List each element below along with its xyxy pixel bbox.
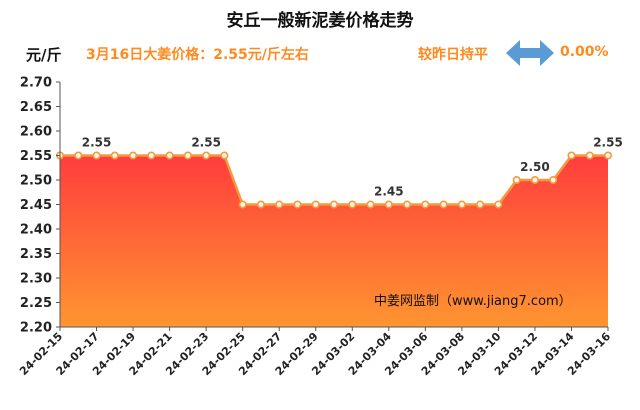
data-point	[457, 200, 466, 209]
data-point	[366, 200, 375, 209]
data-point	[476, 200, 485, 209]
data-point	[494, 200, 503, 209]
data-label: 2.50	[520, 160, 550, 174]
data-point	[275, 200, 284, 209]
chart-title: 安丘一般新泥姜价格走势	[226, 11, 414, 31]
data-point	[329, 200, 338, 209]
data-point	[403, 200, 412, 209]
data-label: 2.55	[191, 136, 221, 150]
data-point	[439, 200, 448, 209]
y-tick-label: 2.70	[20, 76, 52, 91]
price-note: 3月16日大姜价格：2.55元/斤左右	[86, 47, 309, 63]
y-tick-label: 2.30	[20, 272, 52, 287]
y-tick-label: 2.50	[20, 174, 52, 189]
data-point	[603, 151, 612, 160]
data-point	[110, 151, 119, 160]
compare-label: 较昨日持平	[418, 47, 488, 63]
change-percent: 0.00%	[560, 44, 609, 60]
data-point	[348, 200, 357, 209]
y-tick-label: 2.20	[20, 321, 52, 336]
data-point	[220, 151, 229, 160]
data-label: 2.55	[82, 136, 112, 150]
data-point	[512, 176, 521, 185]
data-point	[256, 200, 265, 209]
left-right-arrow-icon	[506, 40, 554, 66]
data-point	[567, 151, 576, 160]
price-area	[60, 155, 608, 327]
y-tick-label: 2.60	[20, 125, 52, 140]
watermark: 中姜网监制（www.jiang7.com）	[374, 294, 572, 309]
data-point	[384, 200, 393, 209]
data-point	[421, 200, 430, 209]
data-point	[238, 200, 247, 209]
data-point	[74, 151, 83, 160]
unit-label: 元/斤	[26, 46, 62, 64]
data-point	[147, 151, 156, 160]
data-point	[530, 176, 539, 185]
y-tick-label: 2.25	[20, 296, 52, 311]
data-point	[202, 151, 211, 160]
data-point	[585, 151, 594, 160]
data-point	[183, 151, 192, 160]
data-label: 2.45	[374, 185, 404, 199]
data-point	[92, 151, 101, 160]
data-point	[129, 151, 138, 160]
y-tick-label: 2.45	[20, 198, 52, 213]
data-label: 2.55	[593, 136, 623, 150]
y-tick-label: 2.55	[20, 149, 52, 164]
y-tick-label: 2.35	[20, 247, 52, 262]
data-point	[549, 176, 558, 185]
y-tick-label: 2.40	[20, 223, 52, 238]
y-tick-label: 2.65	[20, 100, 52, 115]
data-point	[311, 200, 320, 209]
data-point	[165, 151, 174, 160]
data-point	[293, 200, 302, 209]
